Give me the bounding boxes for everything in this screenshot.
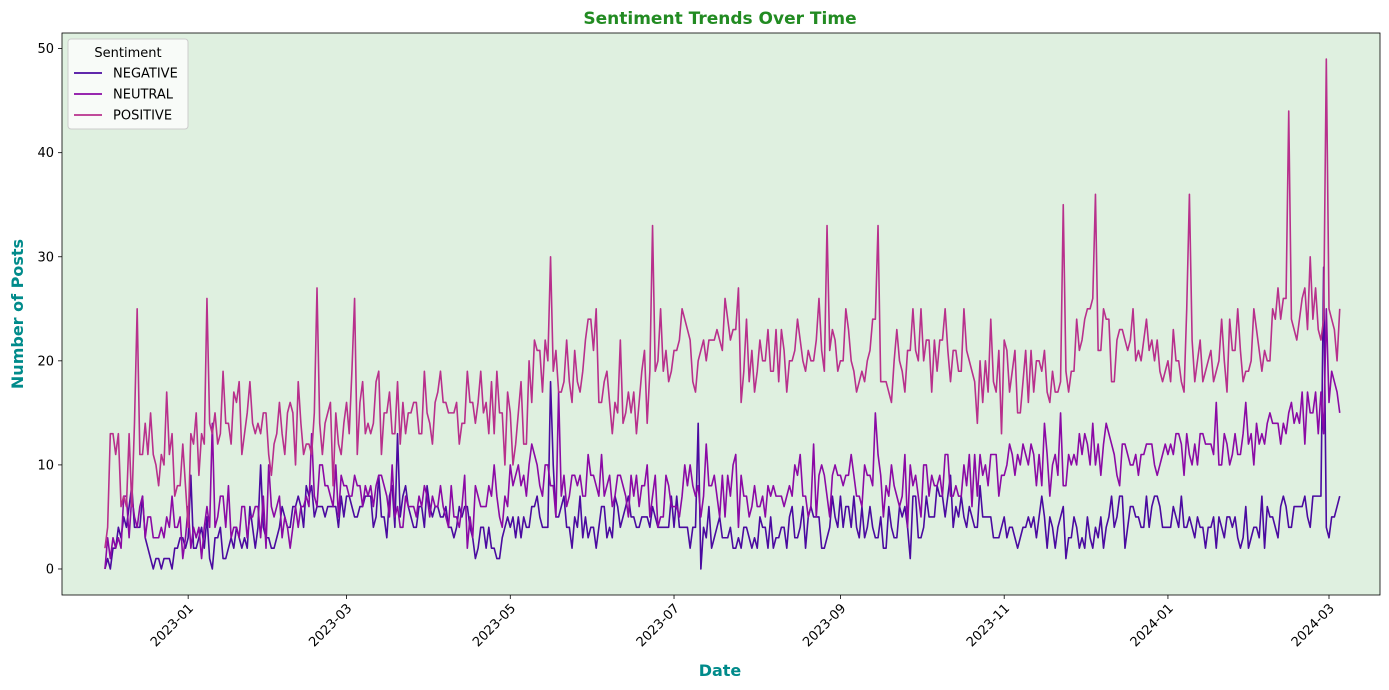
x-tick-label: 2023-07 bbox=[634, 601, 683, 650]
y-tick-label: 10 bbox=[37, 458, 54, 473]
x-tick-label: 2023-03 bbox=[306, 601, 355, 650]
x-tick-label: 2023-11 bbox=[964, 601, 1013, 650]
legend-label: POSITIVE bbox=[113, 109, 172, 124]
x-tick-label: 2023-09 bbox=[800, 601, 849, 650]
x-tick-label: 2024-03 bbox=[1289, 601, 1338, 650]
x-tick-label: 2023-01 bbox=[148, 601, 197, 650]
x-tick-label: 2024-01 bbox=[1128, 601, 1177, 650]
series-layer bbox=[104, 58, 1341, 570]
series-line-neutral bbox=[104, 307, 1341, 570]
chart-title: Sentiment Trends Over Time bbox=[583, 9, 856, 29]
legend-title: Sentiment bbox=[94, 46, 161, 61]
y-tick-label: 40 bbox=[37, 146, 54, 161]
legend-label: NEUTRAL bbox=[113, 88, 174, 103]
x-tick-label: 2023-05 bbox=[470, 601, 519, 650]
legend: Sentiment NEGATIVE NEUTRAL POSITIVE bbox=[67, 38, 189, 130]
y-axis-label: Number of Posts bbox=[8, 239, 27, 389]
y-tick-label: 50 bbox=[37, 42, 54, 57]
series-line-positive bbox=[104, 58, 1341, 549]
y-tick-label: 20 bbox=[37, 354, 54, 369]
series-line-negative bbox=[104, 266, 1341, 570]
legend-label: NEGATIVE bbox=[113, 67, 178, 82]
legend-box bbox=[67, 38, 189, 130]
y-tick-label: 30 bbox=[37, 250, 54, 265]
y-tick-label: 0 bbox=[46, 562, 54, 577]
x-axis-label: Date bbox=[699, 661, 742, 680]
